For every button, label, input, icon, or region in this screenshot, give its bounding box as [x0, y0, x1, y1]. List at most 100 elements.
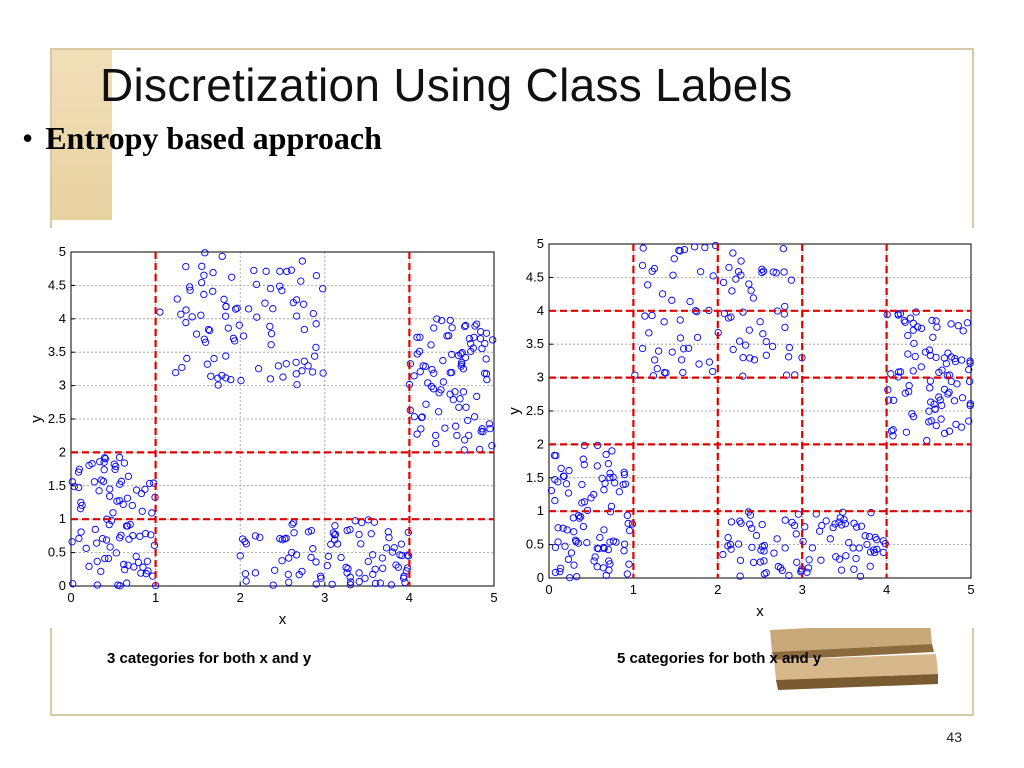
data-point — [346, 578, 355, 586]
data-point — [221, 312, 230, 320]
data-point — [304, 528, 313, 536]
data-point — [856, 572, 865, 581]
data-point — [361, 574, 369, 583]
data-point — [639, 244, 647, 252]
data-point — [276, 267, 284, 275]
data-point — [441, 424, 449, 432]
data-point — [580, 441, 589, 450]
data-point — [233, 304, 241, 312]
data-point — [136, 532, 144, 540]
data-point — [197, 311, 205, 319]
data-point — [887, 427, 896, 435]
data-point — [355, 578, 363, 586]
data-point — [110, 460, 118, 468]
data-point — [297, 277, 305, 285]
data-point — [462, 403, 470, 411]
data-point — [182, 262, 190, 271]
data-point — [904, 388, 913, 396]
data-point — [75, 483, 83, 492]
data-point — [596, 533, 604, 542]
data-point — [327, 540, 335, 548]
data-point — [482, 355, 490, 363]
data-point — [382, 544, 391, 552]
data-point — [773, 535, 781, 543]
data-point — [203, 360, 212, 368]
data-point — [461, 321, 470, 330]
data-point — [130, 563, 138, 571]
data-point — [563, 526, 571, 534]
data-point — [478, 425, 486, 433]
data-point — [567, 549, 576, 557]
data-point — [298, 257, 307, 265]
data-point — [842, 552, 850, 560]
data-point — [150, 479, 158, 487]
books-illustration — [770, 622, 938, 690]
plot-area-border — [70, 251, 495, 587]
data-point — [841, 520, 850, 528]
data-point — [926, 384, 934, 392]
data-point — [756, 318, 764, 326]
y-tick-label: 5 — [537, 236, 544, 251]
data-point — [654, 347, 663, 355]
data-point — [769, 268, 777, 276]
data-point — [106, 492, 114, 500]
data-point — [818, 521, 826, 530]
data-point — [935, 393, 943, 401]
data-point — [737, 257, 745, 265]
data-point — [793, 558, 801, 566]
data-point — [312, 558, 320, 566]
data-point — [461, 436, 469, 444]
data-point — [579, 455, 587, 463]
data-point — [600, 486, 608, 494]
data-point — [308, 368, 317, 376]
data-point — [644, 281, 652, 289]
data-point — [281, 535, 289, 543]
data-point — [579, 522, 588, 531]
data-point — [739, 353, 747, 362]
data-point — [330, 536, 339, 544]
y-tick-label: 0.5 — [526, 537, 544, 552]
data-point — [701, 243, 709, 252]
data-point — [745, 326, 753, 334]
data-point — [250, 266, 258, 275]
data-point — [222, 302, 230, 310]
data-point — [207, 372, 215, 380]
data-point — [598, 474, 606, 483]
data-point — [696, 268, 705, 276]
data-point — [331, 531, 339, 539]
data-point — [917, 363, 925, 371]
data-point — [285, 578, 293, 586]
data-point — [182, 306, 190, 314]
data-point — [220, 295, 228, 303]
data-point — [648, 311, 656, 320]
data-point — [757, 546, 765, 554]
data-point — [319, 369, 327, 377]
data-point — [229, 334, 238, 342]
data-point — [551, 496, 559, 505]
data-point — [416, 368, 424, 376]
data-point — [938, 366, 946, 374]
data-point — [413, 333, 421, 342]
data-point — [606, 538, 614, 546]
data-point — [443, 332, 451, 340]
data-point — [951, 354, 959, 363]
data-point — [148, 509, 156, 517]
data-point — [304, 362, 312, 370]
data-point — [965, 417, 973, 425]
data-point — [953, 380, 961, 388]
y-tick-label: 1.5 — [526, 470, 544, 485]
data-point — [235, 321, 243, 329]
data-point — [239, 332, 248, 340]
y-axis-label: y — [28, 415, 45, 423]
data-point — [125, 535, 133, 543]
data-point — [141, 529, 150, 538]
data-point — [329, 529, 337, 537]
data-point — [849, 544, 857, 552]
data-point — [124, 522, 132, 530]
data-point — [449, 396, 457, 404]
data-point — [276, 282, 284, 290]
data-point — [224, 324, 232, 332]
data-point — [467, 347, 475, 356]
x-axis-label: x — [279, 611, 287, 628]
data-point — [762, 351, 771, 359]
